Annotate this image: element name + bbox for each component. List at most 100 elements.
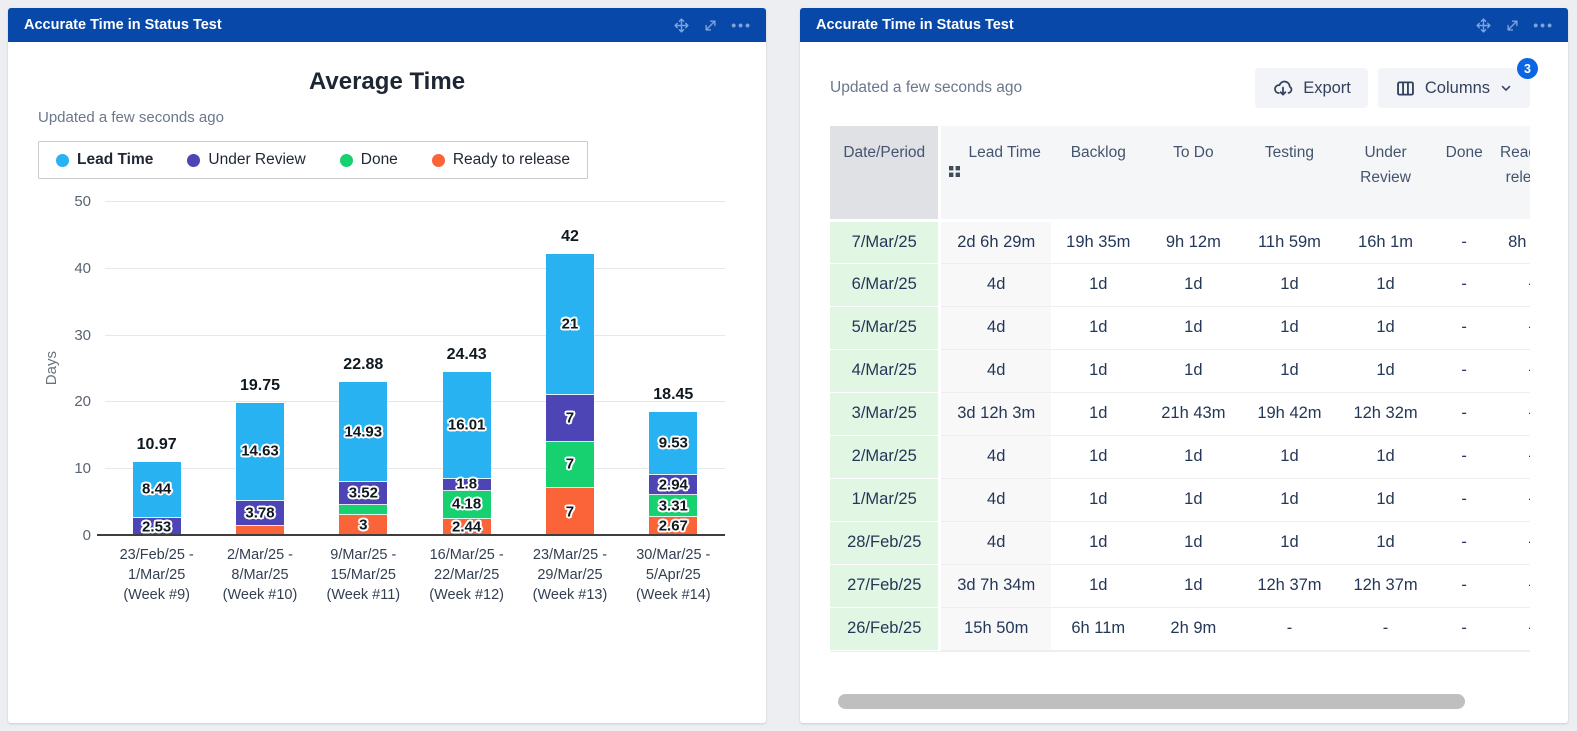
bar-segment[interactable]: 7 xyxy=(545,488,594,535)
move-icon[interactable] xyxy=(673,17,690,34)
legend-item-under-review[interactable]: Under Review xyxy=(187,151,306,169)
bar-stack-4[interactable]: 2.44 4.18 1.8 16.01 xyxy=(442,371,491,535)
bar-segment[interactable]: 3.78 xyxy=(235,500,284,527)
bar-segment[interactable]: 2.53 xyxy=(132,518,181,535)
value-cell: - xyxy=(1433,521,1496,565)
value-cell: - xyxy=(1241,607,1338,651)
bar-segment[interactable]: 3 xyxy=(339,514,388,535)
column-header-label: Backlog xyxy=(1070,144,1126,161)
value-cell: 1d xyxy=(1050,392,1146,436)
value-cell: 1d xyxy=(1337,263,1434,307)
column-header-lead-time[interactable]: Lead Time xyxy=(939,126,1051,222)
columns-icon xyxy=(1395,78,1416,99)
column-header-backlog[interactable]: Backlog xyxy=(1050,126,1146,222)
bar-segment[interactable]: 7 xyxy=(545,394,594,442)
value-cell: 12h 32m xyxy=(1337,392,1434,436)
legend-item-ready-to-release[interactable]: Ready to release xyxy=(431,151,570,169)
bar-stack-1[interactable]: 2.53 8.44 xyxy=(132,461,181,535)
bar-value-label: 3 xyxy=(359,516,368,534)
bar-chart-plot: Days 0 10 20 30 40 50 10.97 2.53 8.44 19.75 3.78 14… xyxy=(43,193,725,544)
value-cell: - xyxy=(1495,478,1530,522)
value-cell: 4d xyxy=(939,478,1051,522)
column-header-date-period[interactable]: Date/Period xyxy=(830,126,942,222)
y-tick-label: 50 xyxy=(74,193,91,210)
bar-segment[interactable]: 14.93 xyxy=(339,382,388,482)
bar-segment[interactable]: 3.31 xyxy=(649,495,698,518)
y-tick-label: 10 xyxy=(74,460,91,478)
value-cell: 4d xyxy=(939,435,1051,479)
panel-header-actions: ••• xyxy=(673,17,752,34)
drag-handle-icon[interactable] xyxy=(949,166,961,177)
column-header-label: Lead Time xyxy=(968,144,1041,161)
value-cell: 1d xyxy=(1241,521,1338,565)
legend-item-lead-time[interactable]: Lead Time xyxy=(56,151,153,169)
bar-segment[interactable]: 14.63 xyxy=(235,403,284,501)
bar-segment[interactable]: 16.01 xyxy=(442,371,491,479)
value-cell: 21h 43m xyxy=(1145,392,1242,436)
bar-value-label: 2.94 xyxy=(658,476,688,494)
value-cell: 1d xyxy=(1337,478,1434,522)
more-options-icon[interactable]: ••• xyxy=(1533,17,1554,33)
export-cloud-download-icon xyxy=(1272,77,1294,99)
column-header-ready-to-release[interactable]: Ready to release xyxy=(1495,126,1530,222)
value-cell: - xyxy=(1433,349,1496,393)
legend-item-done[interactable]: Done xyxy=(339,151,398,169)
column-header-under-review[interactable]: Under Review xyxy=(1337,126,1434,222)
expand-icon[interactable] xyxy=(1505,18,1520,33)
table-row: 7/Mar/25 2d 6h 29m 19h 35m 9h 12m 11h 59m 16h… xyxy=(830,220,1530,264)
legend-label: Lead Time xyxy=(77,151,154,168)
date-cell: 1/Mar/25 xyxy=(830,478,942,522)
bar-slot: 42 7 7 7 21 xyxy=(518,201,621,535)
value-cell: - xyxy=(1433,435,1496,479)
chart-panel-body: Average Time Updated a few seconds ago L… xyxy=(8,42,766,723)
value-cell: - xyxy=(1433,220,1496,264)
bar-segment[interactable]: 9.53 xyxy=(649,411,698,476)
value-cell: 8h 6m xyxy=(1495,220,1530,264)
bar-value-label: 1.8 xyxy=(456,475,478,493)
value-cell: 4d xyxy=(939,521,1051,565)
bar-segment[interactable]: 4.18 xyxy=(442,490,491,519)
y-tick-label: 30 xyxy=(74,326,91,344)
move-icon[interactable] xyxy=(1475,17,1492,34)
value-cell: 1d xyxy=(1241,263,1338,307)
more-options-icon[interactable]: ••• xyxy=(731,17,752,33)
value-cell: 1d xyxy=(1050,478,1146,522)
bar-segment[interactable]: 3.52 xyxy=(339,481,388,506)
bar-segment[interactable]: 21 xyxy=(545,254,594,395)
bar-segment[interactable]: 1.8 xyxy=(442,475,491,493)
horizontal-scrollbar[interactable] xyxy=(838,694,1465,709)
bar-segment[interactable]: 8.44 xyxy=(132,461,181,519)
column-header-testing[interactable]: Testing xyxy=(1241,126,1338,222)
value-cell: 1d xyxy=(1050,564,1146,608)
value-cell: - xyxy=(1495,564,1530,608)
expand-icon[interactable] xyxy=(703,18,718,33)
bar-segment[interactable]: 2.67 xyxy=(649,517,698,535)
bar-stack-5[interactable]: 7 7 7 21 xyxy=(545,254,594,535)
gridline xyxy=(105,468,725,470)
export-button[interactable]: Export xyxy=(1255,68,1368,108)
column-header-done[interactable]: Done xyxy=(1433,126,1496,222)
table-header-row: Date/Period Lead Time Backlog To Do Testing U… xyxy=(830,126,1530,222)
bar-stack-2[interactable]: 3.78 14.63 xyxy=(235,403,284,535)
bar-stack-6[interactable]: 2.67 3.31 2.94 9.53 xyxy=(649,411,698,535)
value-cell: 2h 9m xyxy=(1145,607,1242,651)
bar-value-label: 3.78 xyxy=(245,504,275,522)
bar-segment[interactable]: 2.44 xyxy=(442,518,491,535)
column-header-to-do[interactable]: To Do xyxy=(1145,126,1242,222)
bar-stack-3[interactable]: 3 3.52 14.93 xyxy=(339,382,388,535)
value-cell: - xyxy=(1433,478,1496,522)
bar-value-label: 4.18 xyxy=(452,495,482,513)
date-cell: 7/Mar/25 xyxy=(830,220,942,264)
value-cell: 2d 6h 29m xyxy=(939,220,1051,264)
chart-gadget-panel: Accurate Time in Status Test ••• Average… xyxy=(8,8,766,723)
bar-segment[interactable]: 2.94 xyxy=(649,475,698,496)
bar-segment[interactable]: 7 xyxy=(545,441,594,489)
value-cell: 1d xyxy=(1241,478,1338,522)
bar-total-label: 24.43 xyxy=(446,345,487,363)
bar-segment[interactable] xyxy=(235,526,284,535)
columns-button[interactable]: Columns xyxy=(1377,68,1530,108)
bar-segment[interactable] xyxy=(339,505,388,515)
